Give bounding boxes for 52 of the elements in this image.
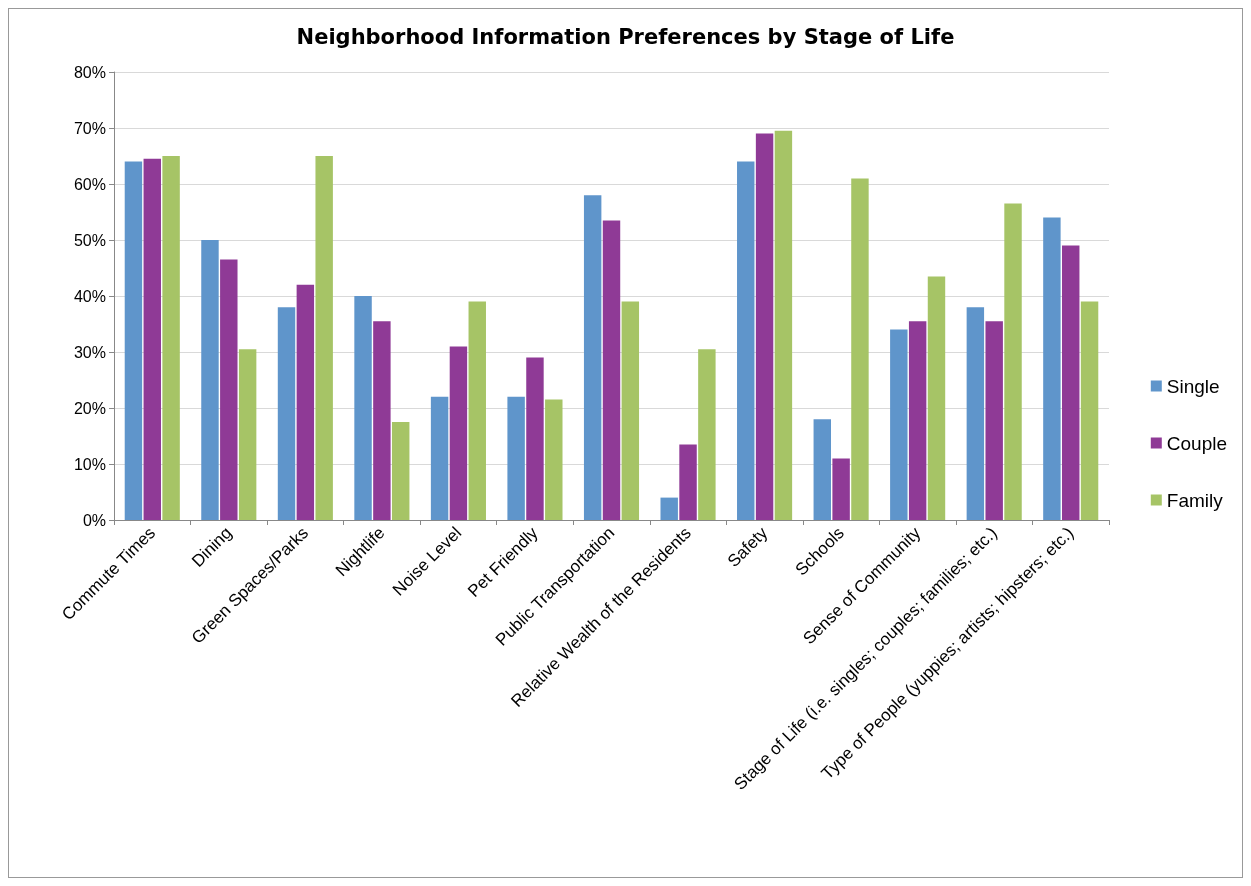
legend-label: Couple [1166,432,1228,454]
bar [354,296,372,520]
bar [1080,301,1099,520]
bar [507,396,525,520]
bar [277,307,296,520]
y-tick-label: 50% [73,231,106,249]
bar [1043,217,1061,520]
bar [927,276,946,520]
y-tick-label: 10% [73,455,106,473]
bar [602,220,621,520]
bar [774,130,793,520]
bar [660,497,678,520]
y-tick-label: 60% [73,175,106,193]
bar [162,156,180,520]
bar [679,444,697,520]
bar [1004,203,1022,520]
bar [851,178,869,520]
bar [1062,245,1080,520]
y-tick-label: 0% [82,511,106,529]
bar [392,422,410,520]
bar [966,307,985,520]
bar [755,133,774,520]
legend-label: Family [1166,489,1224,511]
bar [373,321,391,520]
bar [238,349,257,520]
y-tick-label: 30% [73,343,106,361]
y-tick-label: 40% [73,287,106,305]
bar [698,349,716,520]
bar [124,161,143,520]
bar [890,329,908,520]
bar [468,301,486,520]
y-tick-label: 70% [73,119,106,137]
legend-label: Single [1166,375,1220,397]
bar [220,259,238,520]
bar [985,321,1003,520]
bar [583,195,602,520]
bar [449,346,468,520]
bar [621,301,640,520]
bar [430,396,449,520]
bar [813,419,831,520]
bar [737,161,755,520]
chart-title: Neighborhood Information Preferences by Stage of Life [296,24,955,49]
bar [296,284,315,520]
bar [143,158,161,520]
bar [526,357,544,520]
bar [201,240,219,520]
y-tick-label: 20% [73,399,106,417]
y-tick-label: 80% [73,63,106,81]
bar [832,458,850,520]
bar [315,156,333,520]
bar [545,399,563,520]
bar [908,321,927,520]
